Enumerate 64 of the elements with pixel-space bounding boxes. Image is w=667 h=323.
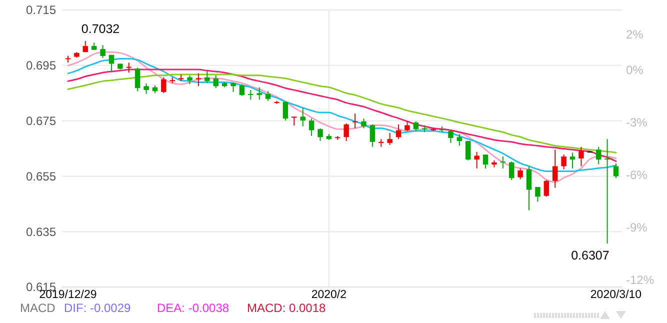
annotation: 0.6307 xyxy=(571,248,610,263)
candlestick xyxy=(378,138,384,148)
text: DIF: -0.0029 xyxy=(64,301,132,315)
y2-tick-label: -6% xyxy=(626,168,648,182)
candlestick xyxy=(544,180,550,198)
candlestick xyxy=(108,54,114,72)
x-tick-label: 2020/3/10 xyxy=(590,289,642,301)
x-tick-label: 2020/2 xyxy=(311,289,347,301)
candlestick xyxy=(100,44,106,58)
candlestick xyxy=(370,124,376,148)
candlestick xyxy=(352,113,358,129)
y2-tick-label: -9% xyxy=(626,220,648,235)
candlestick xyxy=(134,67,140,92)
candlestick xyxy=(596,146,602,165)
candlestick xyxy=(535,186,540,202)
candlestick xyxy=(318,128,323,142)
candlestick xyxy=(300,107,306,127)
candlestick xyxy=(613,162,619,179)
text: MACD xyxy=(20,301,56,315)
candlestick xyxy=(213,74,218,89)
y2-tick-label: 2% xyxy=(626,28,644,42)
candlestick xyxy=(578,146,584,167)
candlestick xyxy=(456,134,462,146)
candlestick xyxy=(518,168,523,180)
candlestick xyxy=(482,154,488,169)
candlestick xyxy=(466,140,471,161)
candlestick xyxy=(144,82,149,94)
candlestick xyxy=(448,130,454,144)
candlestick xyxy=(474,151,480,169)
candlestick xyxy=(265,90,271,102)
text: MACD: 0.0018 xyxy=(247,301,326,315)
candlestick xyxy=(604,138,610,244)
candlestick xyxy=(256,86,262,100)
candlestick xyxy=(344,122,349,142)
y-tick-label: 0.695 xyxy=(26,58,56,73)
candlestick xyxy=(552,149,558,188)
annotation: 0.7032 xyxy=(81,22,120,36)
candlestick xyxy=(570,152,576,169)
candlestick xyxy=(413,120,419,132)
y-tick-label: 0.635 xyxy=(26,224,56,239)
candlestick xyxy=(126,62,132,74)
candlestick xyxy=(248,90,254,100)
candlestick xyxy=(282,101,288,122)
candlestick xyxy=(161,76,166,94)
candlestick xyxy=(526,166,532,211)
candlestick xyxy=(361,118,366,129)
candlestick xyxy=(561,154,566,170)
y-tick-label: 0.655 xyxy=(26,169,56,184)
y-tick-label: 0.715 xyxy=(26,3,56,18)
y2-tick-label: -3% xyxy=(626,115,648,130)
candlestick xyxy=(308,118,314,137)
candlestick xyxy=(396,124,402,140)
candlestick xyxy=(509,161,514,181)
candlestick xyxy=(230,82,236,92)
y-tick-label: 0.675 xyxy=(26,114,56,128)
candlestick xyxy=(204,70,210,84)
text: DEA: -0.0038 xyxy=(157,301,230,315)
candlestick xyxy=(404,120,410,132)
candlestick xyxy=(239,84,245,96)
candlestick xyxy=(196,72,202,87)
candlestick xyxy=(387,132,392,146)
candlestick xyxy=(500,156,506,169)
y2-tick-label: 0% xyxy=(626,62,644,77)
y2-tick-label: -12% xyxy=(626,273,654,288)
